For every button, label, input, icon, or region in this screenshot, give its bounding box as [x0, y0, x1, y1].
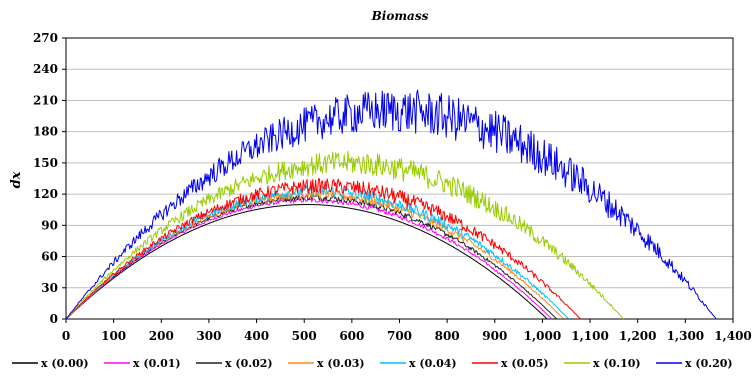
x-tick-label: 100: [101, 329, 126, 343]
x-tick-label: 900: [482, 329, 507, 343]
series-line: [65, 89, 717, 320]
x-tick-label: 700: [387, 329, 412, 343]
x-tick-label: 800: [435, 329, 460, 343]
x-tick-label: 500: [292, 329, 317, 343]
x-tick-label: 0: [62, 329, 70, 343]
legend-label: x (0.04): [409, 357, 457, 370]
legend-label: x (0.03): [317, 357, 365, 370]
legend-label: x (0.00): [41, 357, 89, 370]
x-tick-label: 600: [339, 329, 364, 343]
y-tick-label: 150: [33, 156, 58, 170]
y-tick-label: 0: [50, 312, 58, 326]
series-layer: [65, 89, 717, 320]
y-tick-label: 210: [33, 93, 58, 107]
series-line: [65, 178, 581, 320]
x-tick-label: 1,100: [571, 329, 609, 343]
x-tick-label: 200: [149, 329, 174, 343]
y-tick-label: 120: [33, 187, 58, 201]
y-tick-label: 240: [33, 62, 58, 76]
x-tick-label: 1,300: [667, 329, 705, 343]
y-axis-label: dx: [9, 171, 24, 188]
x-tick-label: 1,400: [714, 329, 752, 343]
chart-title: Biomass: [371, 9, 429, 23]
x-tick-label: 300: [196, 329, 221, 343]
legend-label: x (0.01): [133, 357, 181, 370]
grid-lines: [66, 68, 733, 289]
series-line: [65, 150, 624, 320]
x-tick-label: 400: [244, 329, 269, 343]
legend-label: x (0.20): [685, 357, 733, 370]
y-axis-ticks: 0 30 60 90 120 150 180 210 240 270: [33, 31, 66, 326]
y-tick-label: 180: [33, 125, 58, 139]
x-tick-label: 1,200: [619, 329, 657, 343]
y-tick-label: 60: [41, 250, 58, 264]
y-tick-label: 30: [41, 281, 58, 295]
series-line: [65, 204, 548, 320]
legend-label: x (0.05): [501, 357, 549, 370]
legend-label: x (0.10): [593, 357, 641, 370]
x-axis-ticks: 0 100 200 300 400 500 600 700 800 900 1,000 1,100 1,…: [62, 319, 752, 343]
y-tick-label: 90: [41, 218, 58, 232]
plot-area-border: [65, 37, 734, 320]
series-line: [65, 198, 553, 320]
y-tick-label: 270: [33, 31, 58, 45]
legend: x (0.00) x (0.01) x (0.02) x (0.03) x (0.04)…: [12, 357, 733, 370]
x-tick-label: 1,000: [524, 329, 562, 343]
legend-label: x (0.02): [225, 357, 273, 370]
